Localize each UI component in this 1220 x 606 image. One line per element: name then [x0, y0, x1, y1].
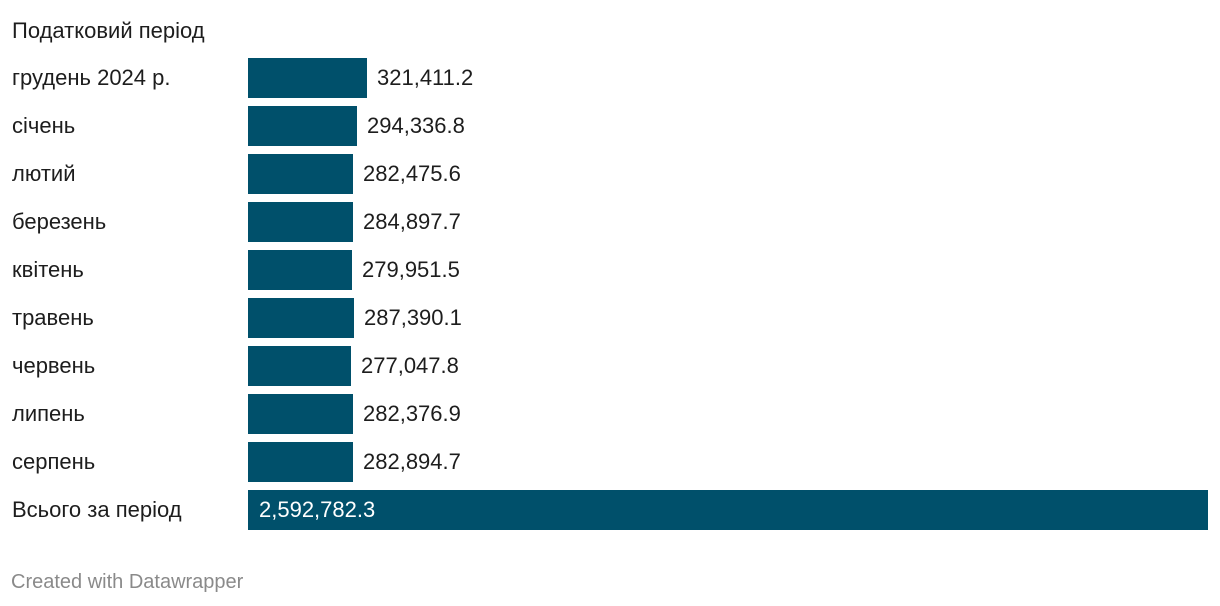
value-label: 284,897.7: [363, 209, 461, 234]
value-label: 282,894.7: [363, 449, 461, 474]
bar: [248, 442, 353, 482]
category-label: грудень 2024 р.: [12, 65, 171, 90]
bar: [248, 250, 352, 290]
category-label: травень: [12, 305, 94, 330]
bar-row: січень 294,336.8: [0, 106, 1220, 146]
bar-row: серпень 282,894.7: [0, 442, 1220, 482]
column-header: Податковий період: [12, 18, 205, 43]
bar-row: червень 277,047.8: [0, 346, 1220, 386]
bar: [248, 106, 357, 146]
value-label: 282,376.9: [363, 401, 461, 426]
category-label: березень: [12, 209, 107, 234]
bar-chart: грудень 2024 р. 321,411.2 січень 294,336.8 л…: [0, 58, 1220, 530]
category-label: червень: [12, 353, 96, 378]
value-label: 287,390.1: [364, 305, 462, 330]
category-label: квітень: [12, 257, 84, 282]
bar-row: Всього за період 2,592,782.3: [0, 490, 1220, 530]
bar: [248, 154, 353, 194]
bar: [248, 58, 367, 98]
bar: [248, 394, 353, 434]
bar: [248, 298, 354, 338]
bar-row: лютий 282,475.6: [0, 154, 1220, 194]
value-label: 321,411.2: [377, 65, 474, 90]
category-label: Всього за період: [12, 497, 182, 522]
bar-row: березень 284,897.7: [0, 202, 1220, 242]
value-label: 2,592,782.3: [259, 497, 376, 522]
bar-row: травень 287,390.1: [0, 298, 1220, 338]
value-label: 282,475.6: [363, 161, 461, 186]
bar: [248, 346, 351, 386]
bar-row: квітень 279,951.5: [0, 250, 1220, 290]
bar-row: липень 282,376.9: [0, 394, 1220, 434]
bar-row: грудень 2024 р. 321,411.2: [0, 58, 1220, 98]
category-label: липень: [12, 401, 85, 426]
value-label: 294,336.8: [367, 113, 465, 138]
datawrapper-credit[interactable]: Created with Datawrapper: [11, 571, 244, 593]
value-label: 277,047.8: [361, 353, 459, 378]
category-label: серпень: [12, 449, 96, 474]
bar: [248, 202, 353, 242]
bar: [248, 490, 1208, 530]
category-label: січень: [12, 113, 76, 138]
value-label: 279,951.5: [362, 257, 460, 282]
category-label: лютий: [12, 161, 76, 186]
